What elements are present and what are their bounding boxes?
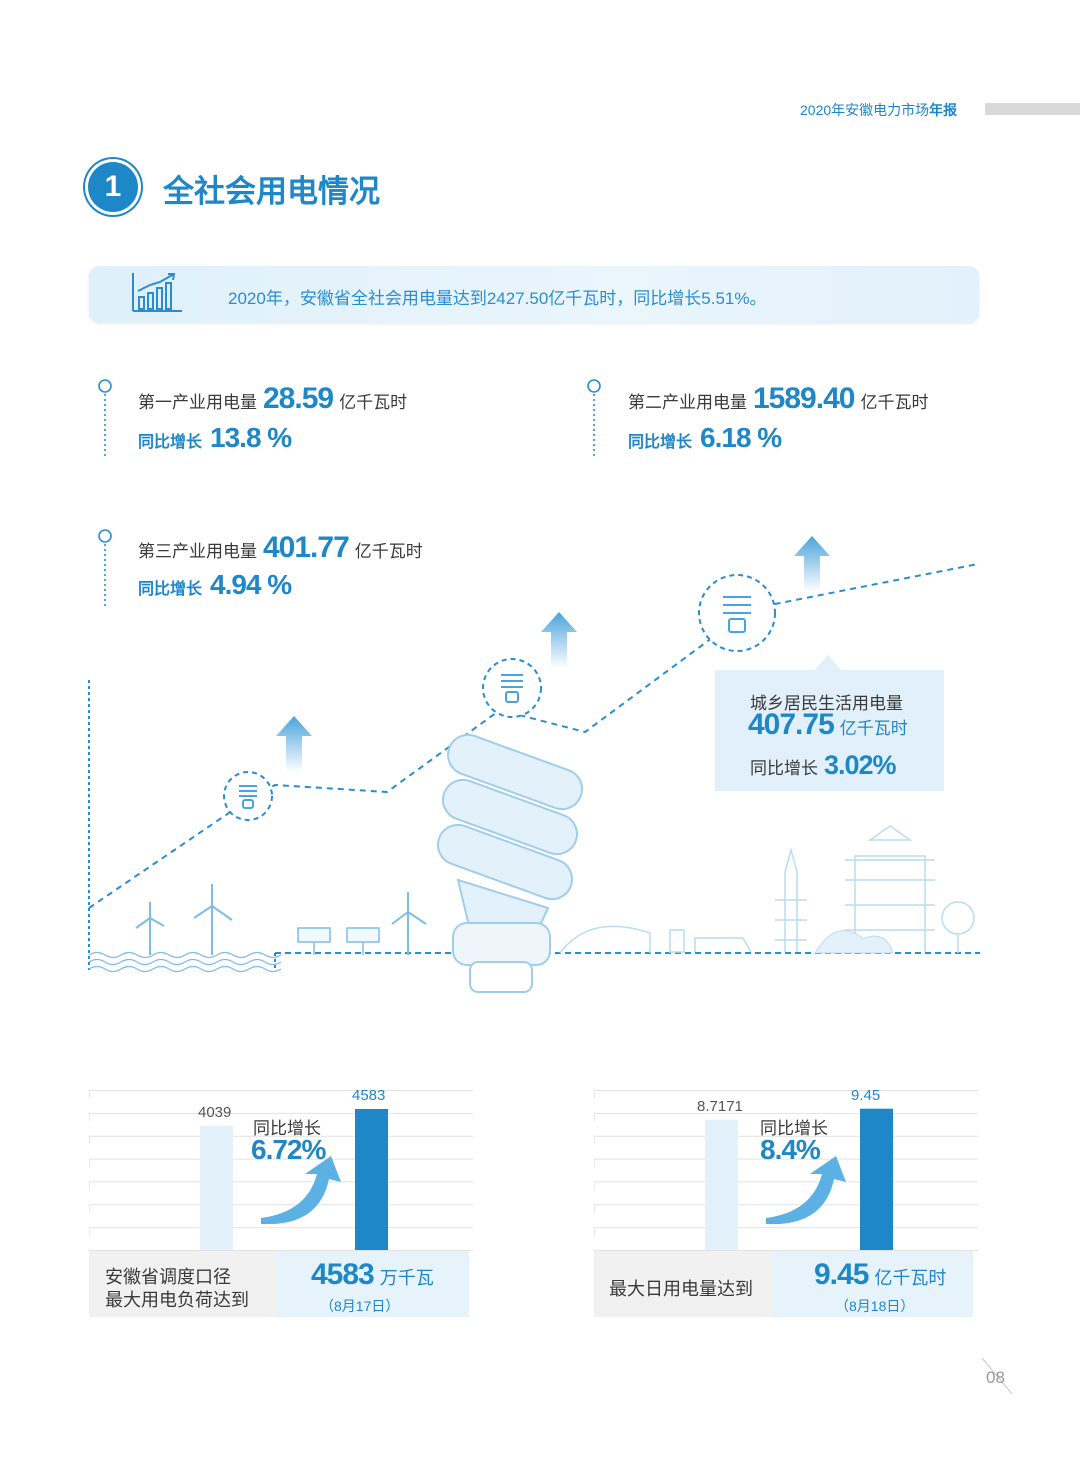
primary-industry-label: 第一产业用电量 xyxy=(138,393,257,412)
bar-value-label-2019: 4039 xyxy=(198,1103,232,1121)
chart-footer-text: 安徽省调度口径 最大用电负荷达到 xyxy=(105,1266,249,1312)
page-number: 08 xyxy=(986,1368,1005,1387)
residential-growth-line: 同比增长 3.02% xyxy=(750,750,897,781)
residential-value: 407.75 xyxy=(748,708,835,741)
section-title: 全社会用电情况 xyxy=(163,174,380,209)
chart-footer-text: 最大日用电量达到 xyxy=(609,1279,753,1299)
primary-industry-unit: 亿千瓦时 xyxy=(339,393,408,412)
max-daily-consumption-bar-chart xyxy=(594,1090,978,1259)
chart-footer-value: 9.45 xyxy=(814,1258,869,1291)
chart-footer-date: （8月17日） xyxy=(320,1298,400,1314)
chart-growth-label: 同比增长 xyxy=(760,1119,828,1138)
section-number-badge: 1 xyxy=(88,162,138,212)
chart-gridlines xyxy=(594,1090,978,1259)
bar-2020 xyxy=(860,1108,893,1250)
chart-footer-left-panel xyxy=(89,1251,275,1317)
chart-footer-date: （8月18日） xyxy=(835,1298,915,1314)
report-header-bold: 年报 xyxy=(929,102,958,118)
bar-2019 xyxy=(705,1119,738,1250)
chart-growth-value: 6.72% xyxy=(251,1134,326,1165)
chart-footer-text-line1: 安徽省调度口径 xyxy=(105,1267,231,1287)
location-pin-icon xyxy=(98,379,112,458)
chart-footer-value-line: 4583 万千瓦 xyxy=(311,1258,434,1292)
residential-box xyxy=(715,670,944,791)
bar-2020 xyxy=(355,1108,388,1250)
residential-box-pointer xyxy=(814,655,842,671)
primary-industry-growth-line: 同比增长 13.8 % xyxy=(138,422,292,454)
secondary-industry-value: 1589.40 xyxy=(753,382,855,415)
primary-industry-value: 28.59 xyxy=(263,382,334,415)
chart-footer-text-line2: 最大用电负荷达到 xyxy=(105,1290,249,1310)
max-load-bar-chart xyxy=(89,1090,473,1259)
page-number-decoration xyxy=(981,1357,1013,1395)
primary-growth-label: 同比增长 xyxy=(138,434,203,451)
chart-footer-right-panel xyxy=(275,1251,469,1317)
secondary-industry-line: 第二产业用电量 1589.40 亿千瓦时 xyxy=(628,382,928,416)
chart-footer-value: 4583 xyxy=(311,1258,375,1291)
tertiary-industry-value: 401.77 xyxy=(263,531,350,564)
location-pin-icon xyxy=(587,379,601,458)
residential-unit: 亿千瓦时 xyxy=(839,719,908,738)
secondary-industry-unit: 亿千瓦时 xyxy=(860,393,929,412)
secondary-growth-value: 6.18 % xyxy=(700,422,782,453)
chart-footer-unit: 万千瓦 xyxy=(379,1268,434,1288)
bar-chart-growth-icon xyxy=(132,273,182,312)
summary-banner xyxy=(89,266,979,322)
tertiary-industry-label: 第三产业用电量 xyxy=(138,542,257,561)
growth-landscape-illustration xyxy=(88,536,980,993)
secondary-growth-label: 同比增长 xyxy=(628,434,693,451)
primary-industry-line: 第一产业用电量 28.59 亿千瓦时 xyxy=(138,382,407,416)
report-header-title: 2020年安徽电力市场年报 xyxy=(800,100,957,120)
chart-footer-value-line: 9.45 亿千瓦时 xyxy=(814,1258,946,1292)
tertiary-growth-value: 4.94 % xyxy=(210,569,292,600)
tertiary-industry-line: 第三产业用电量 401.77 亿千瓦时 xyxy=(138,531,423,565)
growth-arrow-icon xyxy=(766,1156,846,1225)
secondary-industry-growth-line: 同比增长 6.18 % xyxy=(628,422,782,454)
secondary-industry-label: 第二产业用电量 xyxy=(628,393,747,412)
bar-2019 xyxy=(200,1125,233,1250)
tertiary-industry-growth-line: 同比增长 4.94 % xyxy=(138,569,292,601)
tertiary-growth-label: 同比增长 xyxy=(138,581,203,598)
chart-footer-left-panel xyxy=(594,1251,772,1317)
bar-value-label-2020: 4583 xyxy=(352,1086,386,1104)
chart-growth-value: 8.4% xyxy=(760,1134,821,1165)
report-header-regular: 2020年安徽电力市场 xyxy=(800,102,930,118)
chart-gridlines xyxy=(89,1090,473,1259)
tertiary-industry-unit: 亿千瓦时 xyxy=(354,542,423,561)
primary-growth-value: 13.8 % xyxy=(210,422,292,453)
chart-footer-right-panel xyxy=(772,1251,973,1317)
residential-label: 城乡居民生活用电量 xyxy=(750,694,903,713)
chart-growth-label: 同比增长 xyxy=(253,1119,321,1138)
growth-arrow-icon xyxy=(261,1156,341,1225)
summary-banner-text: 2020年，安徽省全社会用电量达到2427.50亿千瓦时，同比增长5.51%。 xyxy=(228,289,767,308)
bar-value-label-2020: 9.45 xyxy=(851,1086,881,1104)
residential-growth-label: 同比增长 xyxy=(750,759,818,778)
residential-growth-value: 3.02% xyxy=(824,750,897,780)
chart-footer-unit: 亿千瓦时 xyxy=(874,1268,947,1288)
header-gray-bar xyxy=(985,103,1080,115)
bar-value-label-2019: 8.7171 xyxy=(697,1097,743,1115)
residential-value-line: 407.75 亿千瓦时 xyxy=(748,708,908,742)
location-pin-icon xyxy=(98,529,112,608)
